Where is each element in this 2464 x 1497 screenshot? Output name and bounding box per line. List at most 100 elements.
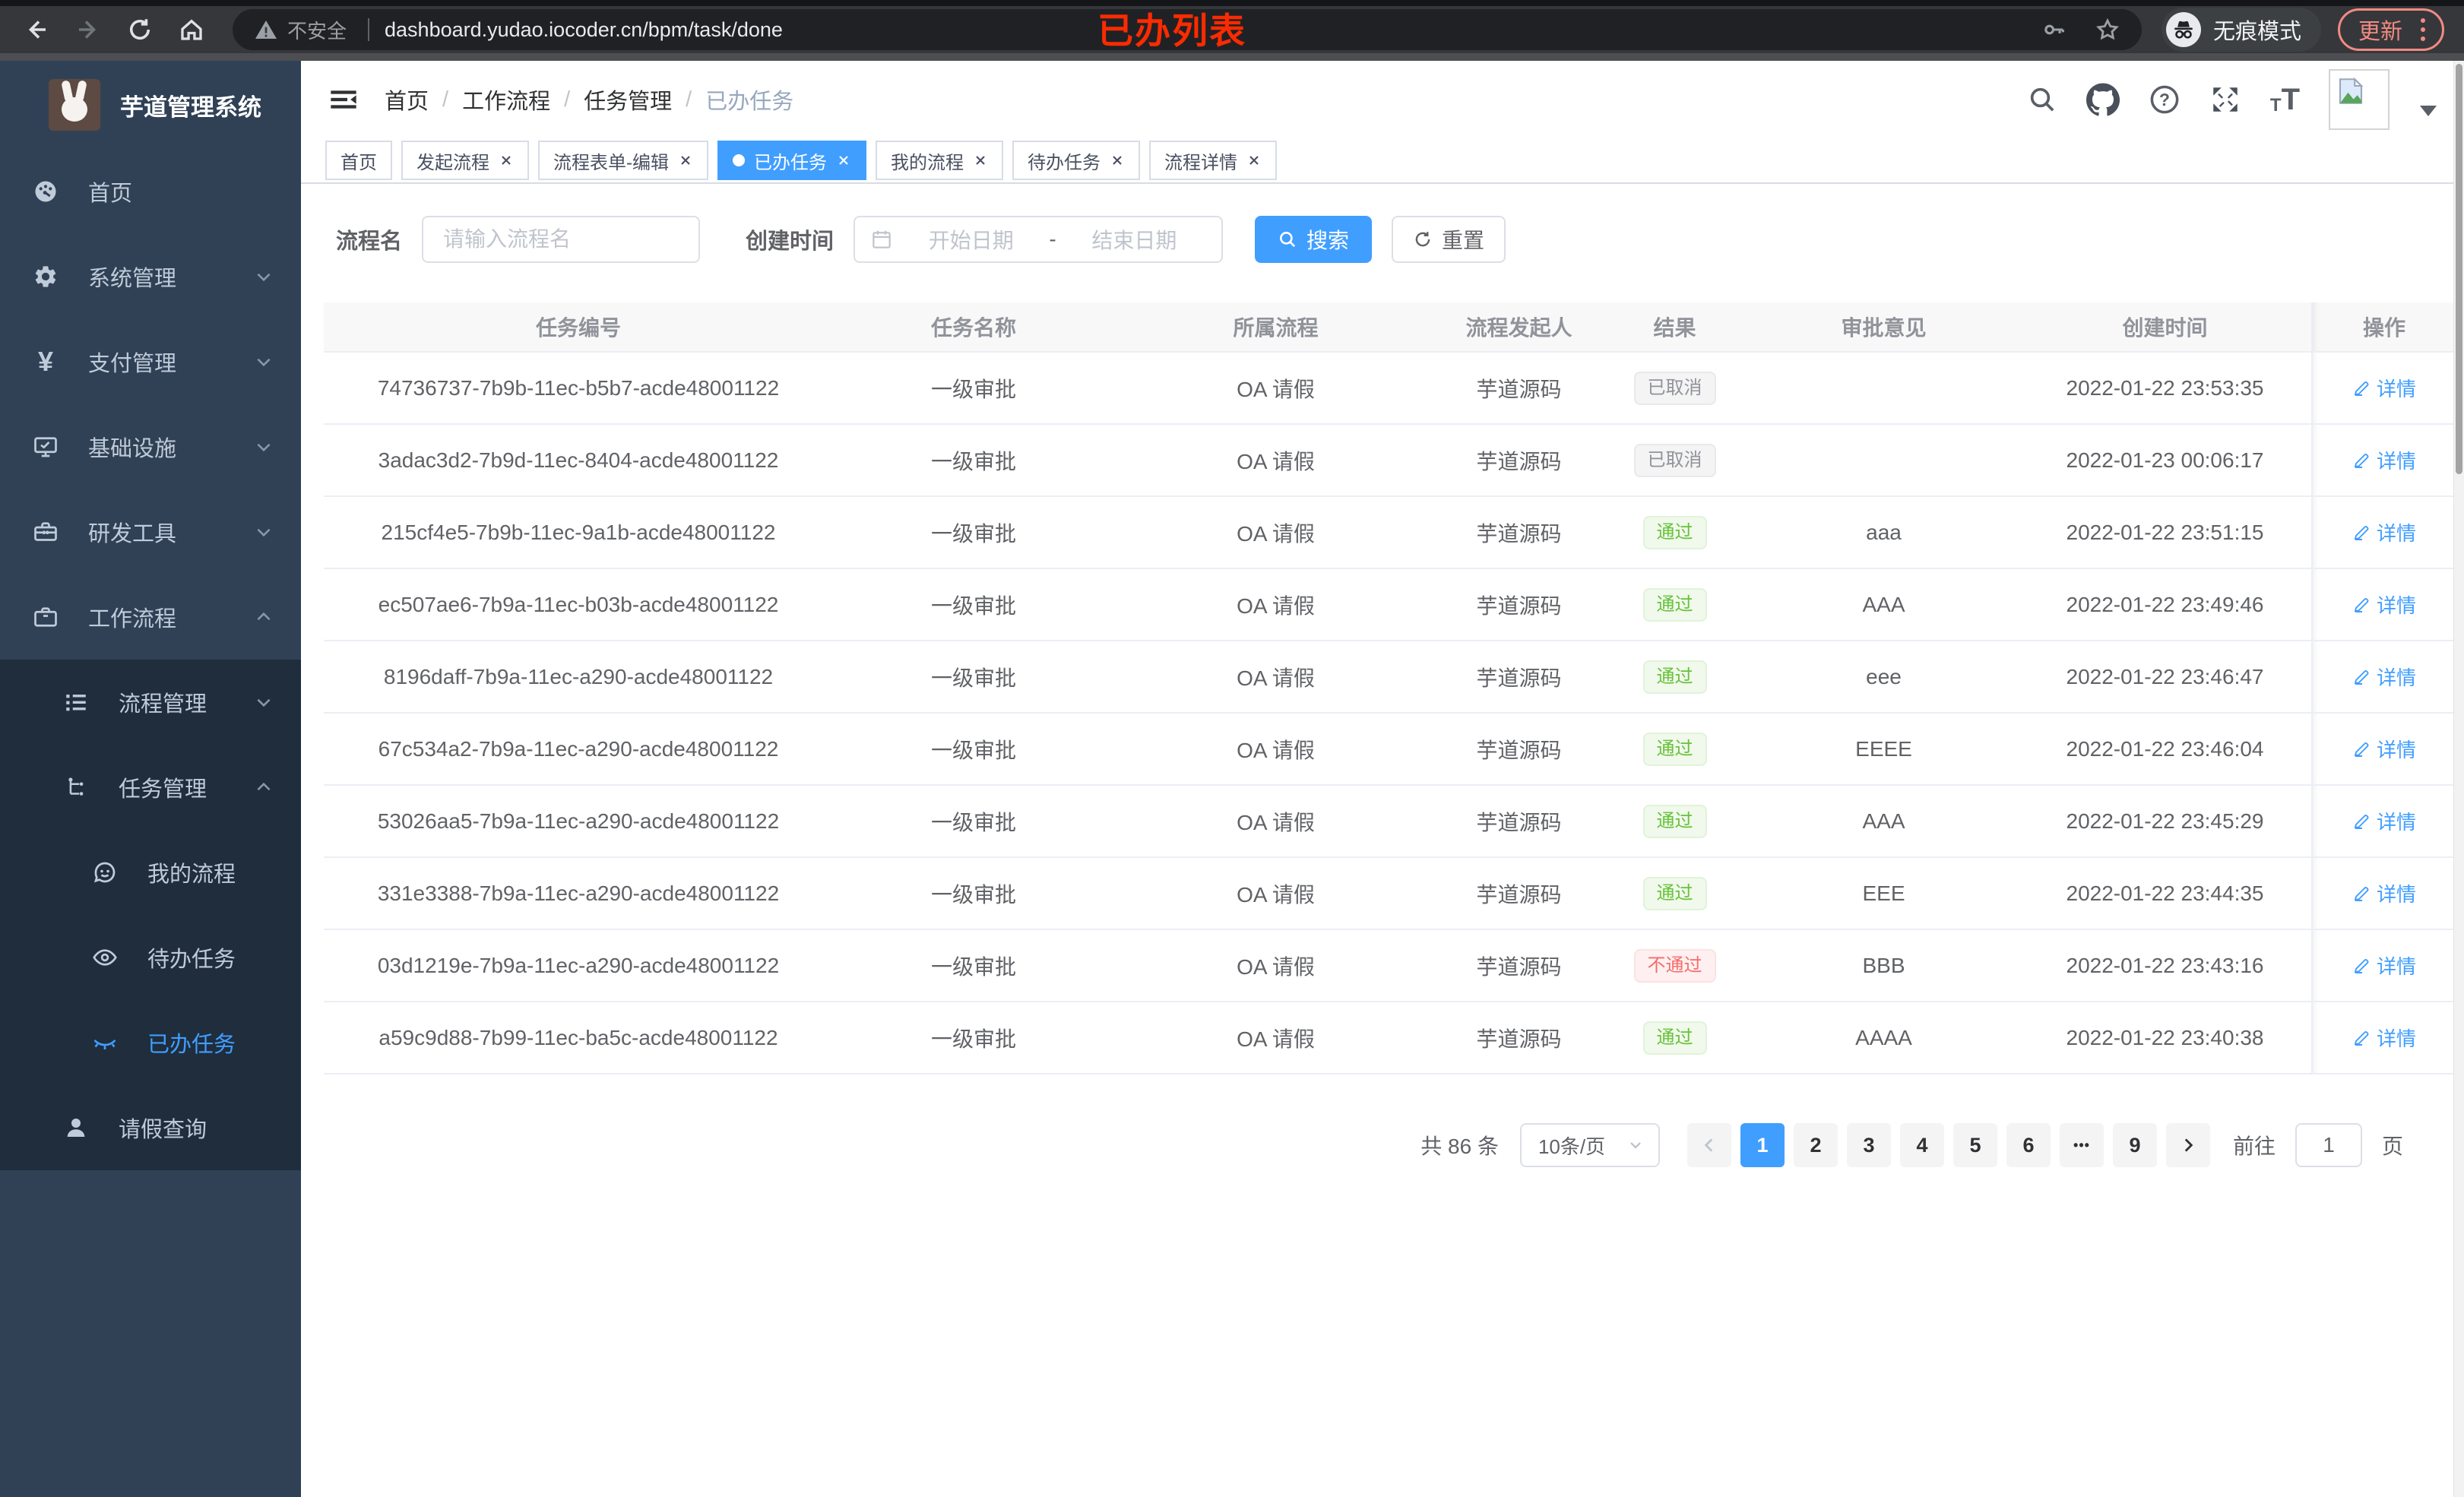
sidebar-collapse-button[interactable] bbox=[328, 84, 359, 115]
col-header-opinion: 审批意见 bbox=[1841, 316, 1927, 340]
edit-pencil-icon bbox=[2354, 814, 2369, 829]
prev-page-button[interactable] bbox=[1686, 1123, 1731, 1167]
sidebar-item-task-management[interactable]: 任务管理 bbox=[0, 745, 301, 830]
scrollbar-thumb[interactable] bbox=[2456, 64, 2462, 474]
breadcrumb-home[interactable]: 首页 bbox=[385, 90, 429, 114]
list-icon bbox=[62, 688, 90, 716]
detail-link[interactable]: 详情 bbox=[2352, 590, 2416, 619]
avatar[interactable] bbox=[2329, 69, 2390, 130]
reset-button[interactable]: 重置 bbox=[1392, 216, 1506, 263]
cell-starter: 芋道源码 bbox=[1476, 593, 1562, 618]
workflow-submenu: 流程管理 任务管理 我的流程 bbox=[0, 660, 301, 1170]
detail-link[interactable]: 详情 bbox=[2352, 1024, 2416, 1052]
breadcrumb-task-management[interactable]: 任务管理 bbox=[584, 90, 673, 114]
gear-icon bbox=[32, 263, 59, 290]
sidebar-logo[interactable]: 芋道管理系统 bbox=[0, 61, 301, 149]
incognito-glyph bbox=[2174, 21, 2193, 39]
detail-link[interactable]: 详情 bbox=[2352, 518, 2416, 546]
chevron-down-icon bbox=[254, 352, 274, 372]
page-size-select[interactable]: 10条/页 bbox=[1519, 1123, 1660, 1167]
edit-pencil-icon bbox=[2354, 453, 2369, 468]
search-button[interactable]: 搜索 bbox=[1255, 216, 1373, 263]
password-key-icon[interactable] bbox=[2041, 17, 2067, 43]
tab-my-process[interactable]: 我的流程 bbox=[876, 141, 1003, 180]
close-icon[interactable] bbox=[973, 153, 988, 168]
avatar-caret-icon[interactable] bbox=[2420, 106, 2437, 116]
page-button-4[interactable]: 4 bbox=[1899, 1123, 1944, 1167]
cell-task-id: 3adac3d2-7b9d-11ec-8404-acde48001122 bbox=[378, 448, 779, 472]
detail-link[interactable]: 详情 bbox=[2352, 374, 2416, 402]
detail-link[interactable]: 详情 bbox=[2352, 879, 2416, 907]
close-icon[interactable] bbox=[836, 153, 851, 168]
page-button-5[interactable]: 5 bbox=[1953, 1123, 1997, 1167]
github-icon[interactable] bbox=[2086, 83, 2120, 116]
cell-task-id: ec507ae6-7b9a-11ec-b03b-acde48001122 bbox=[378, 592, 779, 616]
url-bar[interactable]: 不安全 dashboard.yudao.iocoder.cn/bpm/task/… bbox=[233, 9, 2142, 50]
page-button-6[interactable]: 6 bbox=[2006, 1123, 2051, 1167]
browser-update-button[interactable]: 更新 bbox=[2337, 8, 2444, 51]
detail-link[interactable]: 详情 bbox=[2352, 951, 2416, 980]
close-icon[interactable] bbox=[678, 153, 693, 168]
detail-link[interactable]: 详情 bbox=[2352, 807, 2416, 835]
col-header-process: 所属流程 bbox=[1233, 316, 1319, 340]
sidebar-item-leave-query[interactable]: 请假查询 bbox=[0, 1085, 301, 1170]
close-icon[interactable] bbox=[1246, 153, 1262, 168]
tab-todo-tasks[interactable]: 待办任务 bbox=[1012, 141, 1140, 180]
help-icon[interactable]: ? bbox=[2149, 84, 2181, 116]
page-button-2[interactable]: 2 bbox=[1793, 1123, 1838, 1167]
edit-pencil-icon bbox=[2354, 886, 2369, 901]
browser-forward-button[interactable] bbox=[71, 13, 105, 46]
logo-image bbox=[49, 79, 100, 131]
tab-start-process[interactable]: 发起流程 bbox=[401, 141, 529, 180]
goto-page-input[interactable] bbox=[2295, 1123, 2362, 1167]
sidebar-item-system[interactable]: 系统管理 bbox=[0, 234, 301, 319]
browser-back-button[interactable] bbox=[20, 13, 53, 46]
cell-process: OA 请假 bbox=[1237, 666, 1315, 690]
sidebar-item-payment[interactable]: ¥ 支付管理 bbox=[0, 319, 301, 404]
process-name-input[interactable] bbox=[422, 216, 701, 263]
page-button-1[interactable]: 1 bbox=[1740, 1123, 1785, 1167]
page-size-value: 10条/页 bbox=[1538, 1135, 1606, 1158]
cell-task-id: a59c9d88-7b99-11ec-ba5c-acde48001122 bbox=[378, 1025, 778, 1049]
close-icon[interactable] bbox=[1110, 153, 1125, 168]
breadcrumb-workflow[interactable]: 工作流程 bbox=[462, 90, 551, 114]
more-pages-button[interactable]: ••• bbox=[2059, 1123, 2104, 1167]
chevron-up-icon bbox=[254, 607, 274, 627]
next-page-button[interactable] bbox=[2165, 1123, 2210, 1167]
sidebar-item-dev-tools[interactable]: 研发工具 bbox=[0, 489, 301, 574]
tab-process-detail[interactable]: 流程详情 bbox=[1149, 141, 1277, 180]
cell-created: 2022-01-22 23:53:35 bbox=[2066, 375, 2264, 400]
sidebar-item-infrastructure[interactable]: 基础设施 bbox=[0, 404, 301, 489]
chevron-left-icon bbox=[1704, 1138, 1713, 1152]
home-icon bbox=[181, 19, 202, 40]
tab-process-form-edit[interactable]: 流程表单-编辑 bbox=[538, 141, 708, 180]
browser-reload-button[interactable] bbox=[123, 13, 157, 46]
page-button-3[interactable]: 3 bbox=[1846, 1123, 1891, 1167]
vertical-scrollbar[interactable] bbox=[2453, 61, 2464, 1497]
header-search-button[interactable] bbox=[2027, 84, 2057, 115]
page-button-9[interactable]: 9 bbox=[2112, 1123, 2157, 1167]
detail-link[interactable]: 详情 bbox=[2352, 446, 2416, 474]
browser-home-button[interactable] bbox=[175, 13, 208, 46]
tab-home[interactable]: 首页 bbox=[325, 141, 392, 180]
sidebar-item-home[interactable]: 首页 bbox=[0, 149, 301, 234]
sidebar-item-workflow[interactable]: 工作流程 bbox=[0, 574, 301, 660]
browser-menu-icon[interactable] bbox=[2416, 18, 2430, 41]
dashboard-icon bbox=[32, 178, 59, 205]
detail-link[interactable]: 详情 bbox=[2352, 735, 2416, 763]
fullscreen-icon[interactable] bbox=[2209, 84, 2241, 116]
sidebar-item-done-tasks[interactable]: 已办任务 bbox=[0, 1000, 301, 1085]
tab-done-tasks[interactable]: 已办任务 bbox=[717, 141, 866, 180]
bookmark-star-icon[interactable] bbox=[2095, 17, 2120, 43]
sidebar-item-todo-tasks[interactable]: 待办任务 bbox=[0, 915, 301, 1000]
table-row: 74736737-7b9b-11ec-b5b7-acde48001122 一级审… bbox=[324, 353, 2456, 425]
detail-link[interactable]: 详情 bbox=[2352, 663, 2416, 691]
cell-opinion: eee bbox=[1866, 664, 1902, 688]
cell-task-name: 一级审批 bbox=[930, 882, 1016, 907]
cell-process: OA 请假 bbox=[1237, 377, 1315, 401]
sidebar-item-my-process[interactable]: 我的流程 bbox=[0, 830, 301, 915]
sidebar-item-process-management[interactable]: 流程管理 bbox=[0, 660, 301, 745]
close-icon[interactable] bbox=[499, 153, 514, 168]
date-range-picker[interactable]: 开始日期 - 结束日期 bbox=[854, 216, 1224, 263]
